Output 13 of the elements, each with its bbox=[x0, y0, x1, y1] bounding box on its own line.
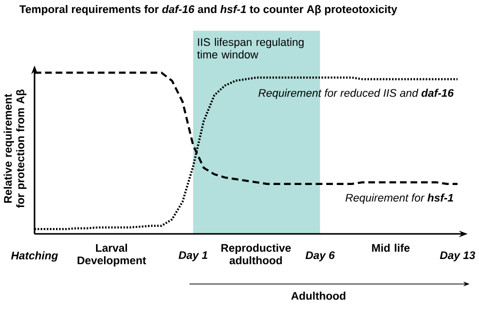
series-label: Requirement for hsf-1 bbox=[346, 194, 454, 204]
x-tick-label: Day 6 bbox=[306, 251, 335, 262]
text: Larval Development bbox=[78, 244, 146, 267]
band-label: IIS lifespan regulating time window bbox=[197, 38, 304, 58]
y-axis-title: Relative requirement for protection from Aβ bbox=[4, 90, 26, 208]
text: Mid life bbox=[372, 244, 410, 252]
text: Adulthood bbox=[291, 292, 346, 300]
x-tick-label: Hatching bbox=[11, 251, 58, 262]
series-label: Requirement for reduced IIS and daf-16 bbox=[258, 88, 454, 100]
x-tick-label: Day 13 bbox=[440, 251, 476, 262]
x-tick-label: Day 1 bbox=[178, 251, 208, 262]
text: Reproductive adulthood bbox=[221, 244, 291, 264]
chart-title: Temporal requirements for daf-16 and hsf-1 to counter Aβ proteotoxicity bbox=[19, 5, 398, 16]
